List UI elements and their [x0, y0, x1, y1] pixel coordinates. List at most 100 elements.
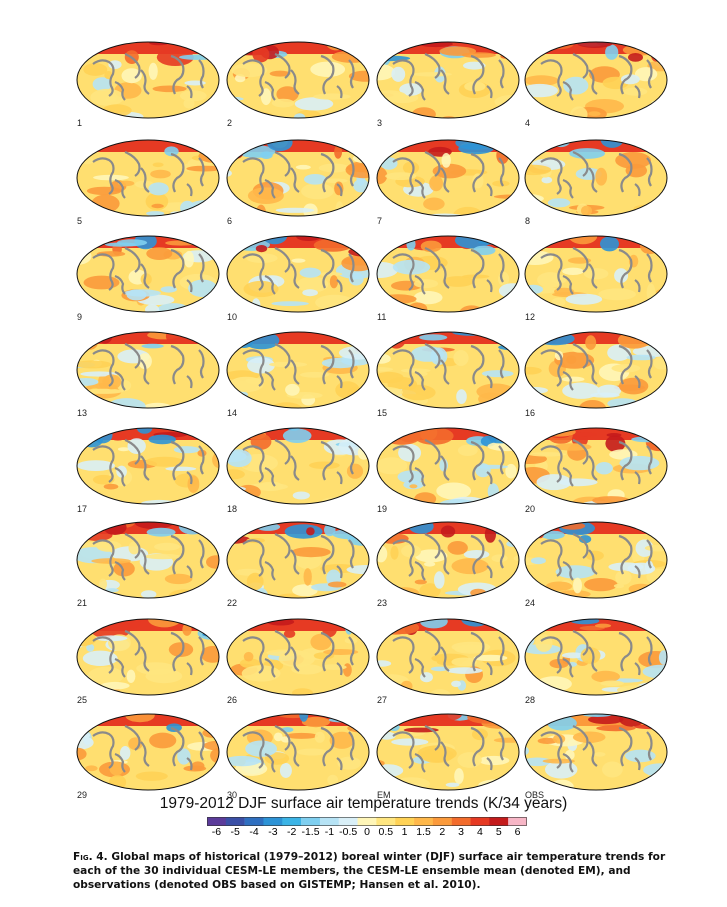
- map-panel: 2: [225, 40, 371, 136]
- trend-map: [524, 41, 668, 119]
- colorbar-swatch: [338, 817, 358, 826]
- map-panel: 22: [225, 520, 371, 616]
- colorbar-swatch: [357, 817, 377, 826]
- colorbar-ticks: -6 -5 -4 -3 -2 -1.5 -1 -0.5 0 0.5 1 1.5 2 3 4 5 6: [207, 826, 527, 840]
- colorbar-tick-label: -5: [230, 826, 240, 838]
- panel-label: 4: [525, 118, 531, 128]
- panel-label: 23: [377, 598, 388, 608]
- map-panel: 9: [75, 234, 221, 330]
- colorbar-swatch: [282, 817, 302, 826]
- colorbar-swatch: [470, 817, 490, 826]
- trend-map: [76, 331, 220, 409]
- trend-map: [524, 427, 668, 505]
- colorbar-tick-label: 4: [476, 826, 483, 838]
- colorbar-tick-label: -1: [324, 826, 335, 838]
- colorbar-tick-label: -1.5: [301, 826, 320, 838]
- colorbar-tick-label: -0.5: [339, 826, 358, 838]
- trend-map: [226, 618, 370, 696]
- trend-map: [226, 713, 370, 791]
- trend-map: [376, 427, 520, 505]
- panel-label: 29: [77, 790, 88, 800]
- colorbar-swatch: [207, 817, 227, 826]
- panel-label: 11: [377, 312, 387, 322]
- trend-map: [76, 427, 220, 505]
- map-panel: 19: [375, 426, 521, 522]
- trend-map: [226, 139, 370, 217]
- colorbar-tick-label: 0.5: [378, 826, 394, 838]
- panel-label: 15: [377, 408, 388, 418]
- colorbar-tick-label: -6: [211, 826, 222, 838]
- map-panel: 15: [375, 330, 521, 426]
- map-panel: 11: [375, 234, 521, 330]
- colorbar-swatch: [301, 817, 321, 826]
- colorbar-swatch: [263, 817, 283, 826]
- panel-label: 6: [227, 216, 233, 226]
- trend-map: [376, 331, 520, 409]
- map-panel: 20: [523, 426, 669, 522]
- colorbar: [207, 817, 527, 826]
- colorbar-tick-label: -2: [287, 826, 297, 838]
- colorbar-tick-label: 3: [458, 826, 465, 838]
- panel-label: 30: [227, 790, 238, 800]
- map-panel: 30: [225, 712, 371, 808]
- panel-label: 28: [525, 695, 536, 705]
- trend-map: [524, 139, 668, 217]
- colorbar-swatch: [489, 817, 509, 826]
- map-panel: OBS: [523, 712, 669, 808]
- map-panel: 17: [75, 426, 221, 522]
- panel-label: EM: [377, 790, 391, 800]
- map-panel: 1: [75, 40, 221, 136]
- panel-label: 26: [227, 695, 238, 705]
- panel-label: 16: [525, 408, 536, 418]
- map-panel: 8: [523, 138, 669, 234]
- trend-map: [376, 713, 520, 791]
- trend-map: [376, 139, 520, 217]
- trend-map: [76, 618, 220, 696]
- panel-label: 13: [77, 408, 88, 418]
- colorbar-swatch: [225, 817, 245, 826]
- trend-map: [226, 427, 370, 505]
- colorbar-swatch: [376, 817, 396, 826]
- panel-label: 20: [525, 504, 536, 514]
- map-panel: 12: [523, 234, 669, 330]
- panel-label: 25: [77, 695, 88, 705]
- trend-map: [226, 331, 370, 409]
- trend-map: [226, 521, 370, 599]
- panel-label: 3: [377, 118, 383, 128]
- colorbar-tick-label: 1: [401, 826, 408, 838]
- map-panel: 5: [75, 138, 221, 234]
- map-panel: 16: [523, 330, 669, 426]
- trend-map: [76, 139, 220, 217]
- map-panel: 3: [375, 40, 521, 136]
- colorbar-swatch: [414, 817, 434, 826]
- panel-label: 7: [377, 216, 383, 226]
- panel-label: 22: [227, 598, 238, 608]
- trend-map: [524, 618, 668, 696]
- panel-label: 1: [77, 118, 83, 128]
- panel-label: 27: [377, 695, 388, 705]
- colorbar-tick-label: 1.5: [416, 826, 431, 838]
- map-panel: 27: [375, 617, 521, 713]
- colorbar-tick-label: 2: [439, 826, 446, 838]
- colorbar-swatch: [451, 817, 471, 826]
- caption-text: Global maps of historical (1979–2012) bo…: [73, 851, 666, 891]
- map-panel: 21: [75, 520, 221, 616]
- map-panel: 25: [75, 617, 221, 713]
- colorbar-title: 1979-2012 DJF surface air temperature tr…: [159, 795, 568, 812]
- map-panel: 28: [523, 617, 669, 713]
- colorbar-swatch: [508, 817, 527, 826]
- panel-label: 21: [77, 598, 88, 608]
- panel-label: 10: [227, 312, 238, 322]
- colorbar-tick-label: 0: [364, 826, 370, 838]
- trend-map: [76, 713, 220, 791]
- panel-label: 9: [77, 312, 83, 322]
- trend-map: [76, 235, 220, 313]
- panel-label: 8: [525, 216, 531, 226]
- map-grid: 1 2 3 4 5 6 7 8 9 10 11 12 13 14 15 16 17 18 19 20 21 22 23 24 2…: [75, 40, 669, 800]
- map-panel: EM: [375, 712, 521, 808]
- panel-label: 14: [227, 408, 238, 418]
- colorbar-tick-label: 6: [514, 826, 521, 838]
- colorbar-swatch: [319, 817, 339, 826]
- colorbar-tick-label: 5: [495, 826, 502, 838]
- map-panel: 4: [523, 40, 669, 136]
